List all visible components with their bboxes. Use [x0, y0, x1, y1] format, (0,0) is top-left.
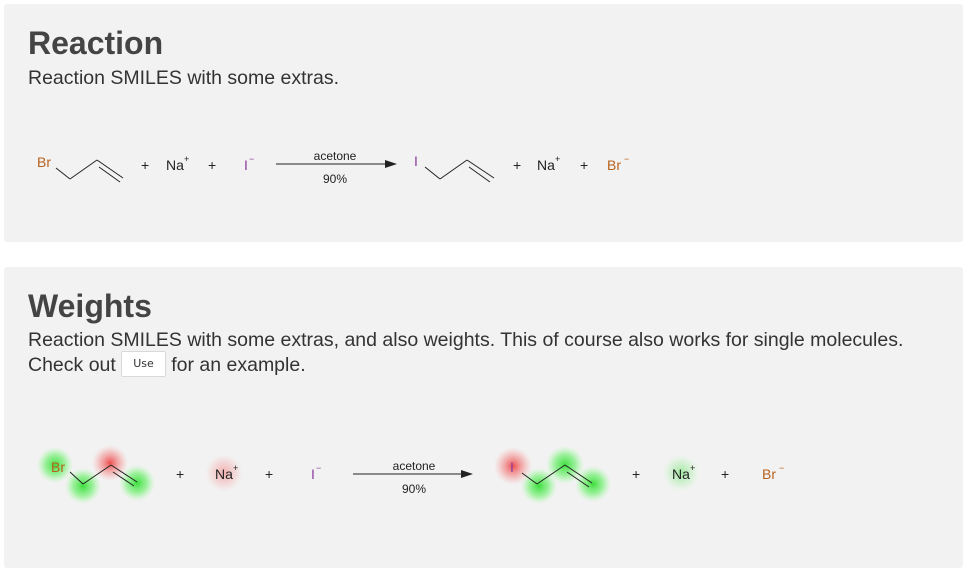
yield-label: 90%: [323, 172, 347, 186]
weight-highlight-positive: [575, 466, 611, 502]
product-sodium-ion: Na +: [537, 154, 560, 173]
product-bromide-ion: Br −: [607, 154, 629, 173]
weighted-reaction-scheme: Br + Na + + I − acetone 90%: [37, 445, 784, 504]
arrow-head: [461, 470, 473, 478]
atom-label-i: I: [510, 459, 514, 475]
atom-label-br: Br: [762, 466, 776, 482]
atom-label-i: I: [414, 153, 418, 169]
bond: [110, 464, 138, 483]
atom-label-na: Na: [166, 157, 184, 173]
reactant-sodium-ion: Na +: [166, 154, 189, 173]
product-allyl-iodide-weighted: I: [494, 446, 611, 504]
section-description: Reaction SMILES with some extras.: [28, 67, 340, 89]
charge-label: −: [316, 463, 321, 473]
charge-label: −: [249, 154, 254, 164]
reagent-label: acetone: [393, 459, 436, 473]
bond: [55, 167, 71, 180]
bond: [98, 166, 121, 183]
bond: [468, 166, 491, 183]
atom-label-i: I: [311, 466, 315, 482]
charge-label: +: [690, 463, 695, 473]
yield-label: 90%: [402, 482, 426, 496]
product-sodium-ion-weighted: Na +: [662, 454, 700, 492]
section-title: Weights: [28, 288, 152, 324]
bond: [424, 166, 441, 180]
charge-label: −: [624, 154, 629, 164]
plus-sign: +: [265, 466, 273, 482]
bond: [564, 464, 593, 484]
bond: [112, 471, 135, 487]
plus-sign: +: [721, 466, 729, 482]
bond: [69, 471, 84, 485]
product-allyl-iodide: I: [414, 153, 495, 183]
atom-label-br: Br: [607, 157, 621, 173]
reactant-iodide-ion: I −: [244, 154, 254, 173]
plus-sign: +: [176, 466, 184, 482]
reactant-allyl-bromide: Br: [37, 154, 124, 183]
bond: [566, 471, 590, 488]
weights-card: Weights Reaction SMILES with some extras…: [4, 267, 963, 568]
charge-label: −: [779, 463, 784, 473]
charge-label: +: [233, 463, 238, 473]
reaction-arrow: acetone 90%: [353, 459, 473, 496]
atom-label-na: Na: [537, 157, 555, 173]
reaction-card: Reaction Reaction SMILES with some extra…: [4, 4, 963, 242]
charge-label: +: [184, 154, 189, 164]
bond: [536, 464, 566, 485]
atom-label-br: Br: [51, 459, 65, 475]
plus-sign: +: [208, 157, 216, 173]
description-line-1: Reaction SMILES with some extras, and al…: [28, 329, 904, 351]
plus-sign: +: [141, 157, 149, 173]
atom-label-i: I: [244, 157, 248, 173]
bond: [466, 159, 495, 179]
reactant-allyl-bromide-weighted: Br: [37, 445, 155, 504]
reactant-sodium-ion-weighted: Na +: [205, 454, 243, 492]
weight-highlight-positive: [662, 454, 700, 492]
reaction-scheme: Br + Na + + I − acetone 90% I: [37, 149, 629, 186]
weight-highlight-positive: [37, 447, 73, 483]
weight-highlight-positive: [65, 468, 101, 504]
reagent-label: acetone: [314, 149, 357, 163]
plus-sign: +: [580, 157, 588, 173]
bond: [439, 159, 468, 180]
use-example-button[interactable]: Use: [121, 351, 166, 377]
weight-highlight-negative: [494, 447, 532, 485]
section-title: Reaction: [28, 25, 164, 61]
plus-sign: +: [513, 157, 521, 173]
product-bromide-ion-weighted: Br −: [762, 463, 784, 482]
bond: [82, 464, 112, 485]
plus-sign: +: [632, 466, 640, 482]
section-description: Reaction SMILES with some extras, and al…: [28, 328, 948, 379]
arrow-head: [385, 160, 397, 168]
atom-label-na: Na: [215, 466, 233, 482]
weight-highlight-positive: [119, 465, 155, 501]
reaction-arrow: acetone 90%: [276, 149, 397, 186]
bond: [521, 472, 538, 485]
atom-label-na: Na: [672, 466, 690, 482]
bond: [69, 159, 98, 180]
description-text: Check out: [28, 354, 116, 377]
bond: [96, 159, 124, 179]
charge-label: +: [555, 154, 560, 164]
weight-highlight-negative: [205, 454, 243, 492]
reactant-iodide-ion-weighted: I −: [311, 463, 321, 482]
description-text: for an example.: [171, 354, 306, 377]
atom-label-br: Br: [37, 154, 51, 170]
